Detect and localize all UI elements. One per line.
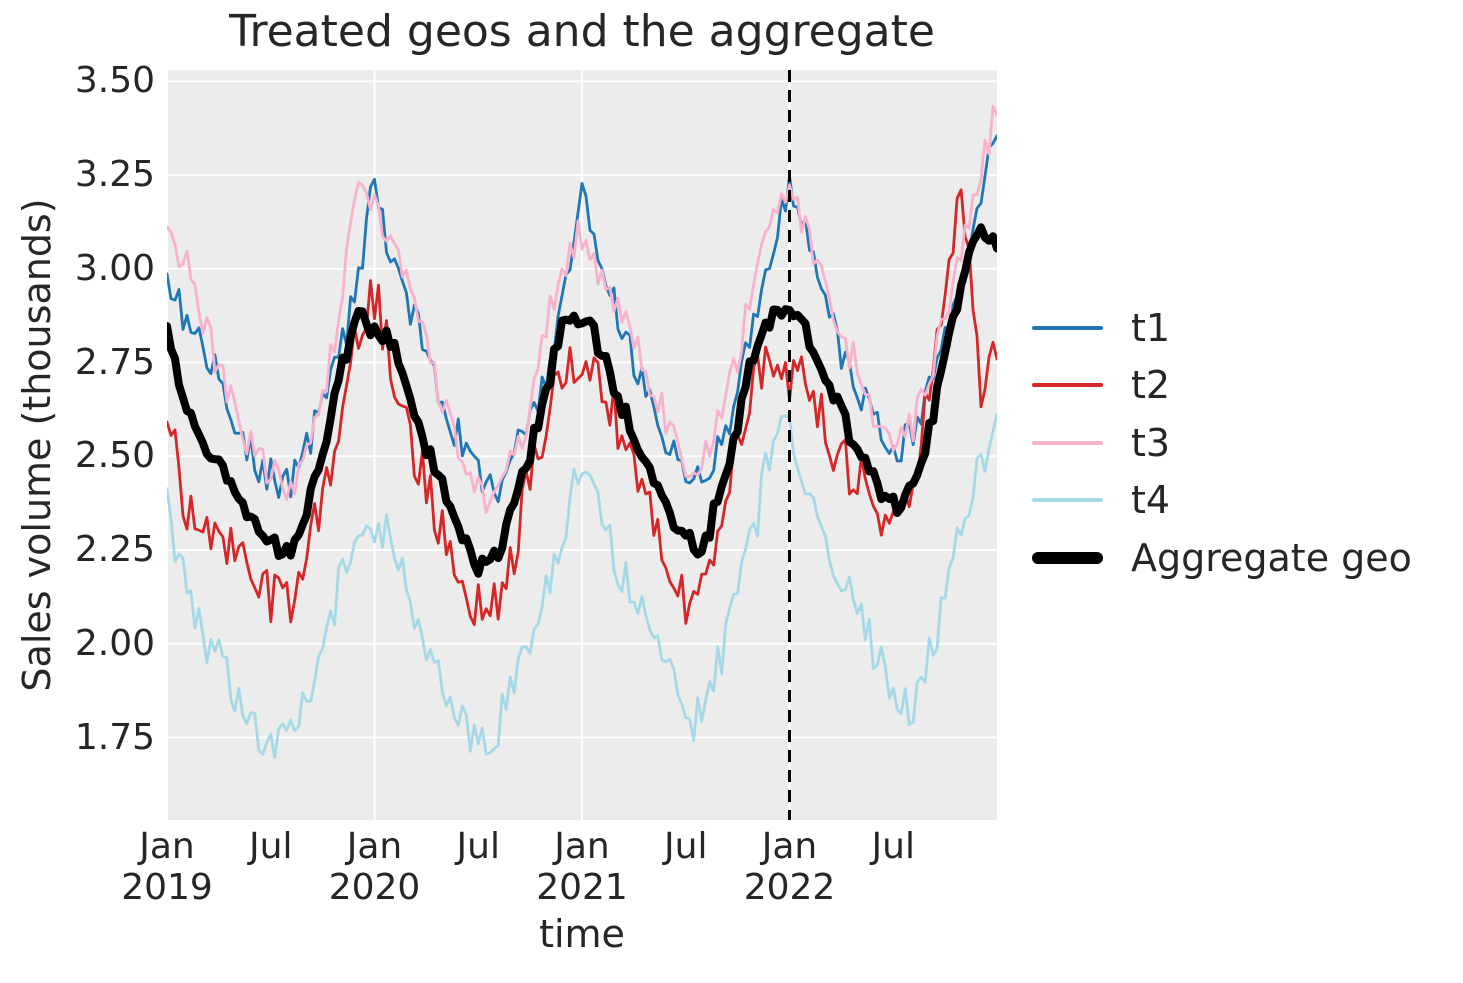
- legend-item-t1: t1: [1032, 299, 1452, 357]
- x-tick-label: Jul: [664, 826, 708, 867]
- y-tick-label: 1.75: [74, 716, 155, 758]
- x-tick-label: Jul: [249, 826, 293, 867]
- legend-line-swatch: [1032, 551, 1103, 564]
- y-tick-label: 3.25: [74, 154, 155, 195]
- x-tick-label: Jan 2021: [536, 826, 628, 908]
- legend-label: Aggregate geo: [1131, 535, 1412, 580]
- x-tick-label: Jan 2020: [328, 826, 421, 908]
- legend-item-t2: t2: [1032, 357, 1452, 415]
- y-tick-label: 2.00: [74, 622, 155, 664]
- legend-item-aggregate-geo: Aggregate geo: [1032, 529, 1452, 587]
- legend-label: t3: [1131, 420, 1171, 465]
- legend-label: t2: [1131, 363, 1171, 408]
- x-tick-label: Jul: [456, 826, 500, 867]
- x-axis-label: time: [539, 912, 625, 956]
- legend-line-swatch: [1032, 383, 1103, 388]
- legend-item-t4: t4: [1032, 472, 1452, 530]
- legend-label: t1: [1131, 305, 1171, 350]
- y-tick-label: 2.50: [74, 435, 155, 477]
- y-tick-label: 2.25: [74, 529, 155, 570]
- x-tick-label: Jan 2019: [121, 826, 213, 908]
- y-tick-label: 3.00: [74, 247, 155, 289]
- chart-title: Treated geos and the aggregate: [229, 6, 935, 57]
- legend-line-swatch: [1032, 440, 1103, 445]
- y-tick-label: 2.75: [74, 341, 155, 383]
- y-tick-label: 3.50: [74, 60, 155, 102]
- legend: t1 t2 t3 t4 Aggregate geo: [1032, 299, 1452, 587]
- legend-item-t3: t3: [1032, 414, 1452, 472]
- x-tick-label: Jul: [871, 826, 915, 867]
- legend-line-swatch: [1032, 325, 1103, 330]
- legend-label: t4: [1131, 478, 1171, 523]
- legend-line-swatch: [1032, 498, 1103, 503]
- x-tick-label: Jan 2022: [743, 826, 836, 908]
